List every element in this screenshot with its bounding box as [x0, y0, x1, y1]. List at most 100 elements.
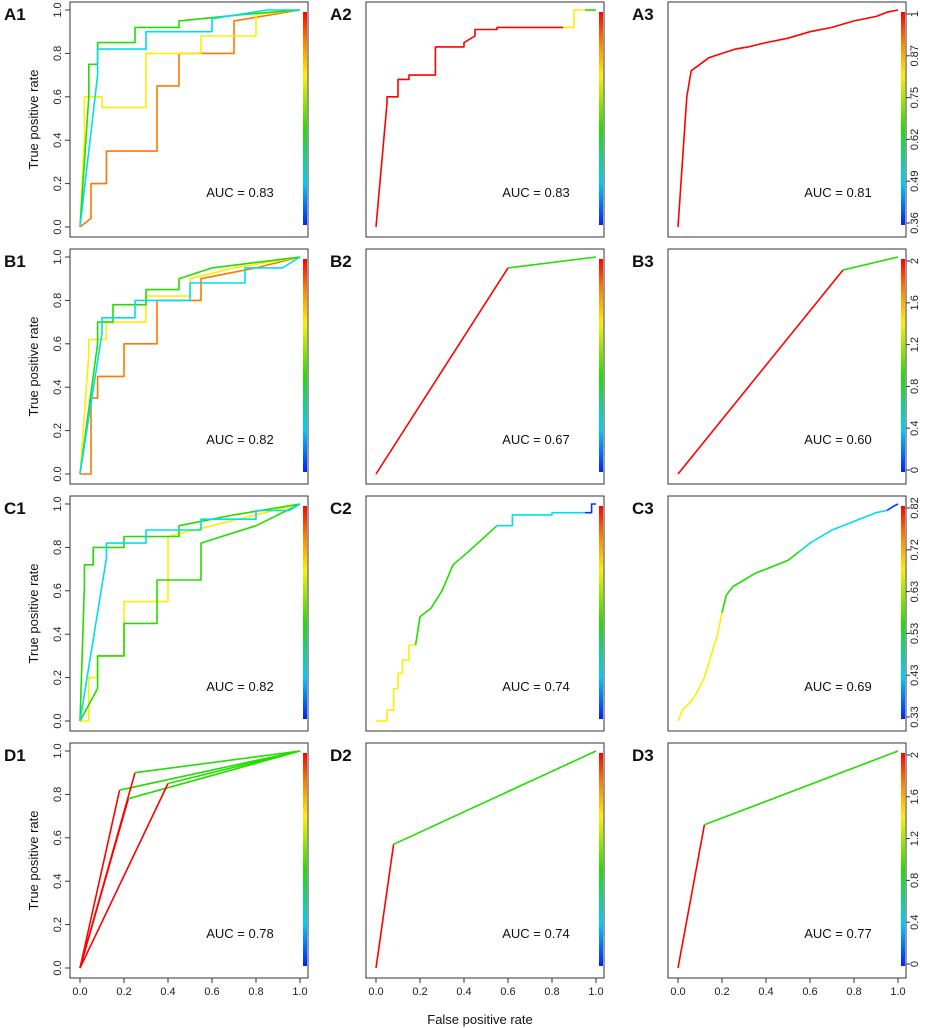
colorbar-tick-label: 0.33: [909, 706, 921, 727]
auc-label: AUC = 0.67: [502, 432, 570, 447]
roc-curve-run2: [79, 9, 301, 228]
panel-label: C1: [4, 499, 26, 518]
y-tick-label: 0.0: [52, 466, 64, 481]
panel-label: B3: [632, 252, 654, 271]
plot-frame: [365, 1, 605, 238]
x-tick-label: 0.0: [72, 986, 87, 998]
roc-curve-run1b: [119, 750, 301, 791]
panel-d2: D2 0.0 0.2 0.4 0.6 0.8 1.0 AUC = 0.74: [330, 742, 605, 998]
y-tick-label: 0.0: [52, 960, 64, 975]
colorbar-tick-label: 0.82: [909, 497, 921, 518]
roc-curve-run4: [79, 256, 301, 475]
colorbar-tick-label: 0.8: [909, 873, 921, 888]
roc-curve-run2: [79, 256, 301, 475]
panel-b1: B1 0.0 0.2 0.4 0.6 0.8 1.0 True positive rate AU…: [4, 248, 309, 485]
y-tick-label: 1.0: [52, 496, 64, 511]
roc-curve-run4: [79, 9, 300, 228]
roc-curve-model: [677, 9, 899, 228]
y-tick-label: 0.4: [52, 380, 64, 395]
plot-frame: [667, 1, 907, 238]
panel-label: B1: [4, 252, 26, 271]
panel-b3: B3 0 0.4 0.8 1.2 1.6 2 AUC = 0.60: [632, 248, 921, 485]
x-tick-label: 0.2: [116, 986, 131, 998]
panel-c1: C1 0.0 0.2 0.4 0.6 0.8 1.0 True positive rate AU…: [4, 495, 309, 732]
plot-frame: [667, 248, 907, 485]
colorbar-tick-label: 1.6: [909, 789, 921, 804]
auc-label: AUC = 0.83: [206, 185, 274, 200]
roc-curve-model: [375, 26, 563, 228]
panel-label: A2: [330, 5, 352, 24]
panel-label: D2: [330, 746, 352, 765]
colorbar: [901, 259, 905, 472]
colorbar-tick-label: 1.2: [909, 831, 921, 846]
roc-curve-run4: [79, 503, 301, 722]
y-tick-label: 1.0: [52, 2, 64, 17]
plot-frame: [69, 1, 309, 238]
colorbar: [303, 259, 307, 472]
colorbar-tick-label: 0.43: [909, 664, 921, 685]
y-tick-label: 0.4: [52, 133, 64, 148]
colorbar-tick-label: 2: [909, 258, 921, 264]
roc-curve-high: [497, 511, 585, 527]
auc-label: AUC = 0.60: [804, 432, 872, 447]
y-tick-label: 0.6: [52, 830, 64, 845]
x-tick-label: 1.0: [890, 986, 905, 998]
panel-c3: C3 0.33 0.43 0.53 0.63 0.72 0.82 AUC = 0.69: [632, 495, 921, 732]
plot-frame: [69, 248, 309, 485]
x-tick-label: 0.2: [412, 986, 427, 998]
colorbar-tick-label: 0.4: [909, 421, 921, 436]
auc-label: AUC = 0.78: [206, 926, 274, 941]
y-axis-title: True positive rate: [26, 564, 41, 664]
y-tick-label: 1.0: [52, 249, 64, 264]
y-axis-title: True positive rate: [26, 317, 41, 417]
y-tick-label: 0.4: [52, 874, 64, 889]
colorbar-tick-label: 0: [909, 467, 921, 473]
plot-frame: [365, 248, 605, 485]
roc-curve-run3: [79, 9, 301, 228]
roc-curve-run3b: [128, 750, 301, 800]
roc-curve-mid: [721, 551, 800, 613]
x-tick-label: 0.8: [544, 986, 559, 998]
panel-label: C3: [632, 499, 654, 518]
y-axis-title: True positive rate: [26, 811, 41, 911]
colorbar-tick-label: 0.53: [909, 623, 921, 644]
x-tick-label: 0.0: [368, 986, 383, 998]
auc-label: AUC = 0.82: [206, 679, 274, 694]
colorbar-tick-label: 0.87: [909, 45, 921, 66]
roc-curve-model: [375, 844, 395, 969]
x-tick-label: 0.6: [204, 986, 219, 998]
plot-frame: [667, 742, 907, 979]
colorbar: [901, 12, 905, 225]
colorbar-tick-label: 0.4: [909, 915, 921, 930]
colorbar: [901, 506, 905, 719]
roc-curve-run1: [79, 789, 121, 969]
panel-label: D1: [4, 746, 26, 765]
colorbar-tick-label: 1.2: [909, 337, 921, 352]
roc-curve-model: [677, 269, 844, 475]
roc-curve-run4: [79, 783, 169, 969]
roc-curve-low: [376, 644, 416, 722]
colorbar-tick-label: 0.49: [909, 170, 921, 191]
roc-curve-run4b: [167, 750, 301, 785]
x-tick-label: 1.0: [588, 986, 603, 998]
y-tick-label: 0.2: [52, 917, 64, 932]
x-tick-label: 0.8: [248, 986, 263, 998]
auc-label: AUC = 0.77: [804, 926, 872, 941]
colorbar-tick-label: 0.8: [909, 379, 921, 394]
y-tick-label: 0.2: [52, 176, 64, 191]
y-tick-label: 0.6: [52, 583, 64, 598]
x-axis-title: False positive rate: [427, 1012, 533, 1027]
roc-curve-high: [798, 509, 888, 553]
auc-label: AUC = 0.83: [502, 185, 570, 200]
colorbar-tick-label: 1: [909, 11, 921, 17]
colorbar: [599, 12, 603, 225]
roc-curve-model: [375, 267, 509, 475]
roc-curve-run3: [79, 798, 130, 969]
auc-label: AUC = 0.74: [502, 926, 570, 941]
x-tick-label: 0.6: [802, 986, 817, 998]
auc-label: AUC = 0.74: [502, 679, 570, 694]
auc-label: AUC = 0.81: [804, 185, 872, 200]
panel-d1: D1 0.0 0.2 0.4 0.6 0.8 1.0 True positive rate 0.…: [4, 742, 309, 998]
colorbar-tick-label: 1.6: [909, 295, 921, 310]
